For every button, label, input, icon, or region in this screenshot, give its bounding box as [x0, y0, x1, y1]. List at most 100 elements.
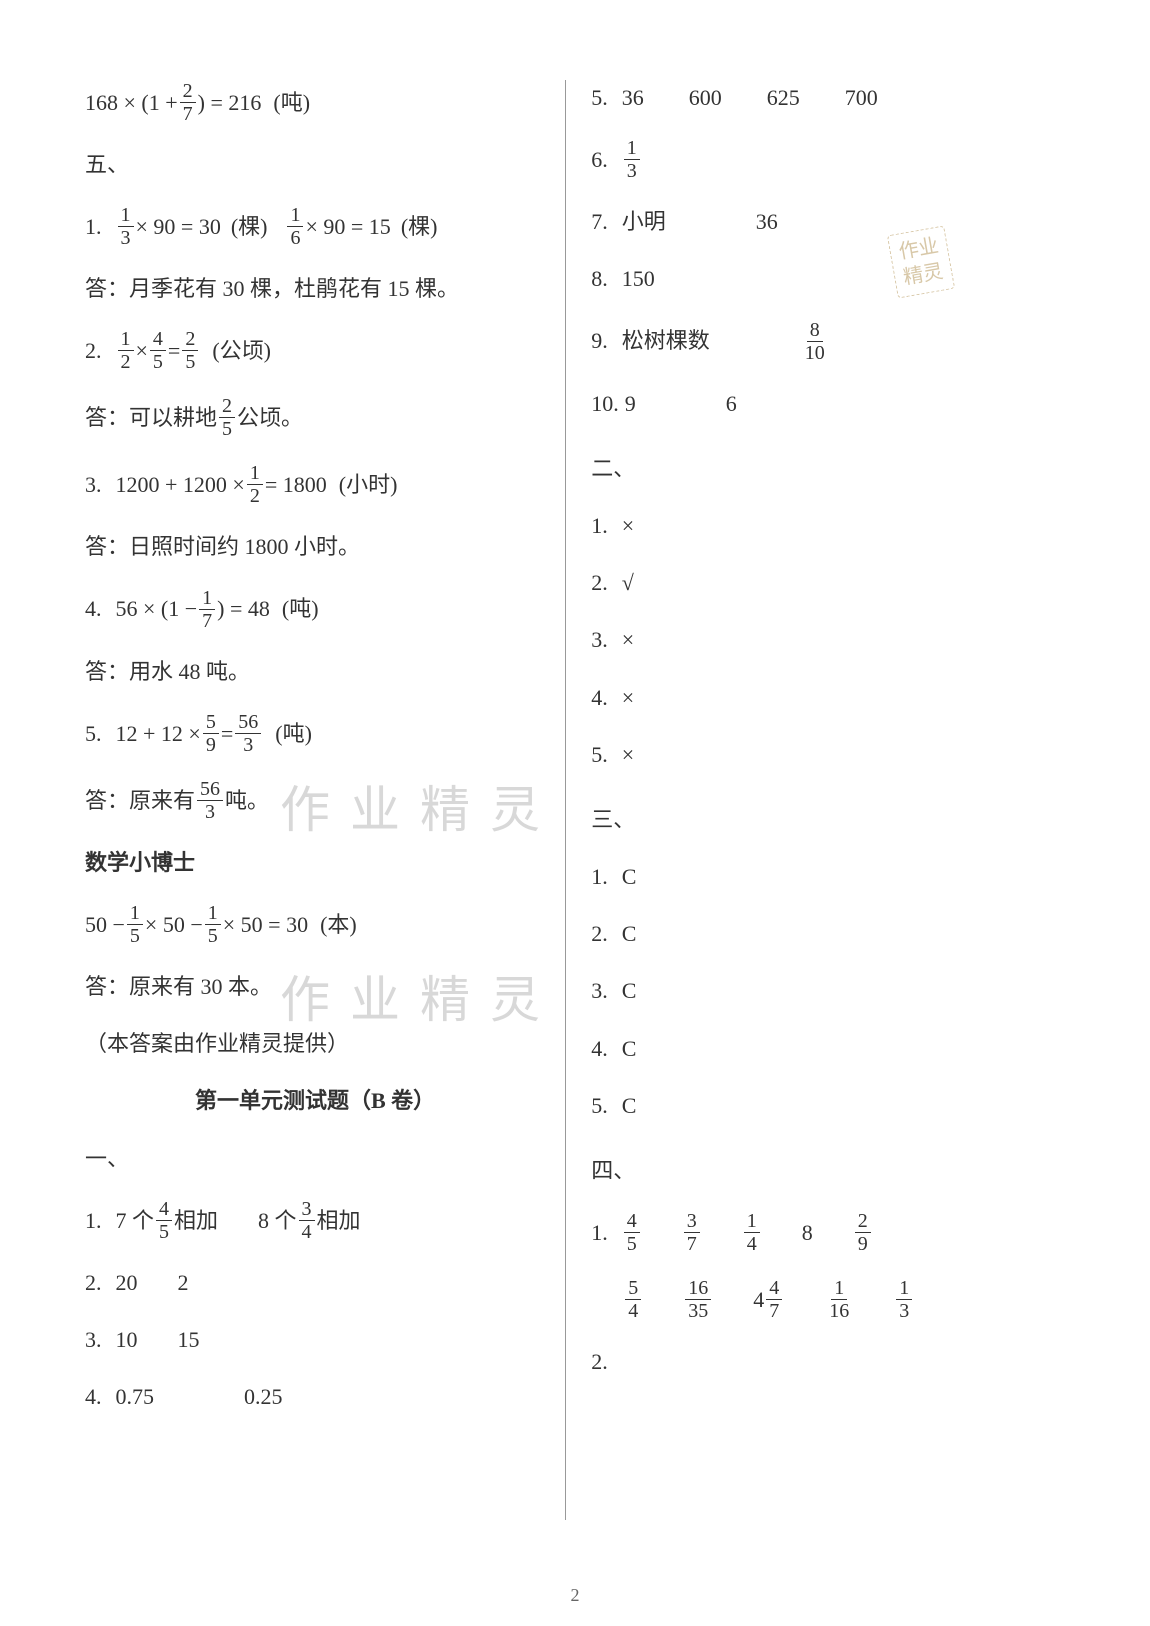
denominator: 5 [219, 418, 235, 440]
choice-row: 5.C [591, 1088, 1065, 1123]
fraction: 13 [896, 1277, 912, 1322]
denominator: 7 [766, 1300, 782, 1322]
right-column: 5. 36 600 625 700 6. 13 7. 小明 36 8. 150 … [565, 80, 1065, 1520]
denominator: 5 [150, 351, 166, 373]
numerator: 1 [127, 902, 143, 925]
value: 小明 [622, 204, 666, 239]
eq-text: 12 + 12 × [116, 716, 201, 751]
answer-text: 吨。 [225, 783, 269, 818]
value: 625 [767, 80, 800, 115]
mixed-whole: 4 [753, 1282, 764, 1317]
numerator: 1 [199, 587, 215, 610]
op-text: = [168, 333, 180, 368]
unit-text: (棵) [401, 209, 438, 244]
judge-row: 1.× [591, 508, 1065, 543]
question-number: 3. [85, 1322, 102, 1357]
fraction: 45 [156, 1198, 172, 1243]
choice-value: C [622, 1031, 637, 1066]
fraction: 13 [624, 137, 640, 182]
equation-line: 168 × (1 + 27 ) = 216 (吨) [85, 80, 545, 125]
fraction: 15 [205, 902, 221, 947]
denominator: 9 [855, 1233, 871, 1255]
value: 150 [622, 261, 655, 296]
denominator: 4 [744, 1233, 760, 1255]
choice-row: 4.C [591, 1031, 1065, 1066]
denominator: 4 [625, 1300, 641, 1322]
unit-title: 第一单元测试题（B 卷） [85, 1083, 545, 1118]
denominator: 5 [182, 351, 198, 373]
value-list: 36 600 625 700 [622, 80, 923, 115]
judge-row: 5.× [591, 737, 1065, 772]
value: 20 [116, 1265, 138, 1300]
fraction: 13 [118, 204, 134, 249]
fraction: 59 [203, 711, 219, 756]
answer-line: 答：原来有 563 吨。 [85, 778, 545, 823]
choice-row: 3.C [591, 973, 1065, 1008]
eq-text: × 90 = 15 [305, 209, 390, 244]
answer-row: 8. 150 [591, 261, 1065, 296]
question-number: 3. [591, 973, 608, 1008]
judge-row: 4.× [591, 680, 1065, 715]
question-number: 4. [85, 591, 102, 626]
choice-value: C [622, 916, 637, 951]
stamp: 作业 精灵 [887, 225, 955, 298]
value: 36 [756, 204, 778, 239]
denominator: 3 [202, 801, 218, 823]
numerator: 2 [182, 328, 198, 351]
question-number: 1. [85, 1203, 102, 1238]
unit-text: (吨) [273, 85, 310, 120]
value: 9 [625, 386, 636, 421]
judge-row: 2.√ [591, 565, 1065, 600]
numerator: 16 [685, 1277, 711, 1300]
section-heading: 三、 [591, 802, 1065, 837]
question-number: 1. [591, 859, 608, 894]
denominator: 10 [802, 342, 828, 364]
denominator: 7 [199, 610, 215, 632]
eq-text: × 90 = 30 [136, 209, 221, 244]
eq-text: 56 × (1 − [116, 591, 198, 626]
stamp-line: 作业 [897, 235, 940, 264]
value: 松树棵数 [622, 323, 710, 358]
fraction-row: 54 1635 4 47 116 13 [591, 1277, 1065, 1322]
section-heading: 一、 [85, 1141, 545, 1176]
numerator: 2 [855, 1210, 871, 1233]
question-number: 1. [85, 209, 102, 244]
denominator: 6 [287, 227, 303, 249]
question-number: 9. [591, 323, 608, 358]
question-number: 7. [591, 204, 608, 239]
numerator: 4 [156, 1198, 172, 1221]
value: 8 [802, 1215, 813, 1250]
stamp-line: 精灵 [902, 260, 945, 289]
answer-line: 答：日照时间约 1800 小时。 [85, 529, 545, 564]
text: 7 个 [116, 1203, 155, 1238]
value: 0.25 [244, 1379, 283, 1414]
numerator: 5 [203, 711, 219, 734]
fraction: 12 [247, 462, 263, 507]
question-number: 4. [85, 1379, 102, 1414]
question-number: 10. [591, 386, 619, 421]
question-number: 5. [591, 1088, 608, 1123]
numerator: 8 [807, 319, 823, 342]
unit-text: (吨) [275, 716, 312, 751]
credit-line: （本答案由作业精灵提供） [85, 1026, 545, 1061]
fraction: 34 [299, 1198, 315, 1243]
question-line: 3. 1200 + 1200 × 12 = 1800 (小时) [85, 462, 545, 507]
judge-value: × [622, 737, 634, 772]
question-line: 1. 13 × 90 = 30 (棵) 16 × 90 = 15 (棵) [85, 204, 545, 249]
question-line: 2. 20 2 [85, 1265, 545, 1300]
eq-text: ) = 48 [217, 591, 270, 626]
fraction: 116 [826, 1277, 852, 1322]
fraction: 563 [235, 711, 261, 756]
unit-text: (本) [320, 907, 357, 942]
denominator: 5 [624, 1233, 640, 1255]
question-line: 3. 10 15 [85, 1322, 545, 1357]
value: 600 [689, 80, 722, 115]
section-heading: 二、 [591, 451, 1065, 486]
op-text: × [136, 333, 148, 368]
numerator: 2 [219, 395, 235, 418]
judge-value: × [622, 680, 634, 715]
fraction: 45 [624, 1210, 640, 1255]
value: 10 [116, 1322, 138, 1357]
denominator: 7 [684, 1233, 700, 1255]
choice-row: 1.C [591, 859, 1065, 894]
